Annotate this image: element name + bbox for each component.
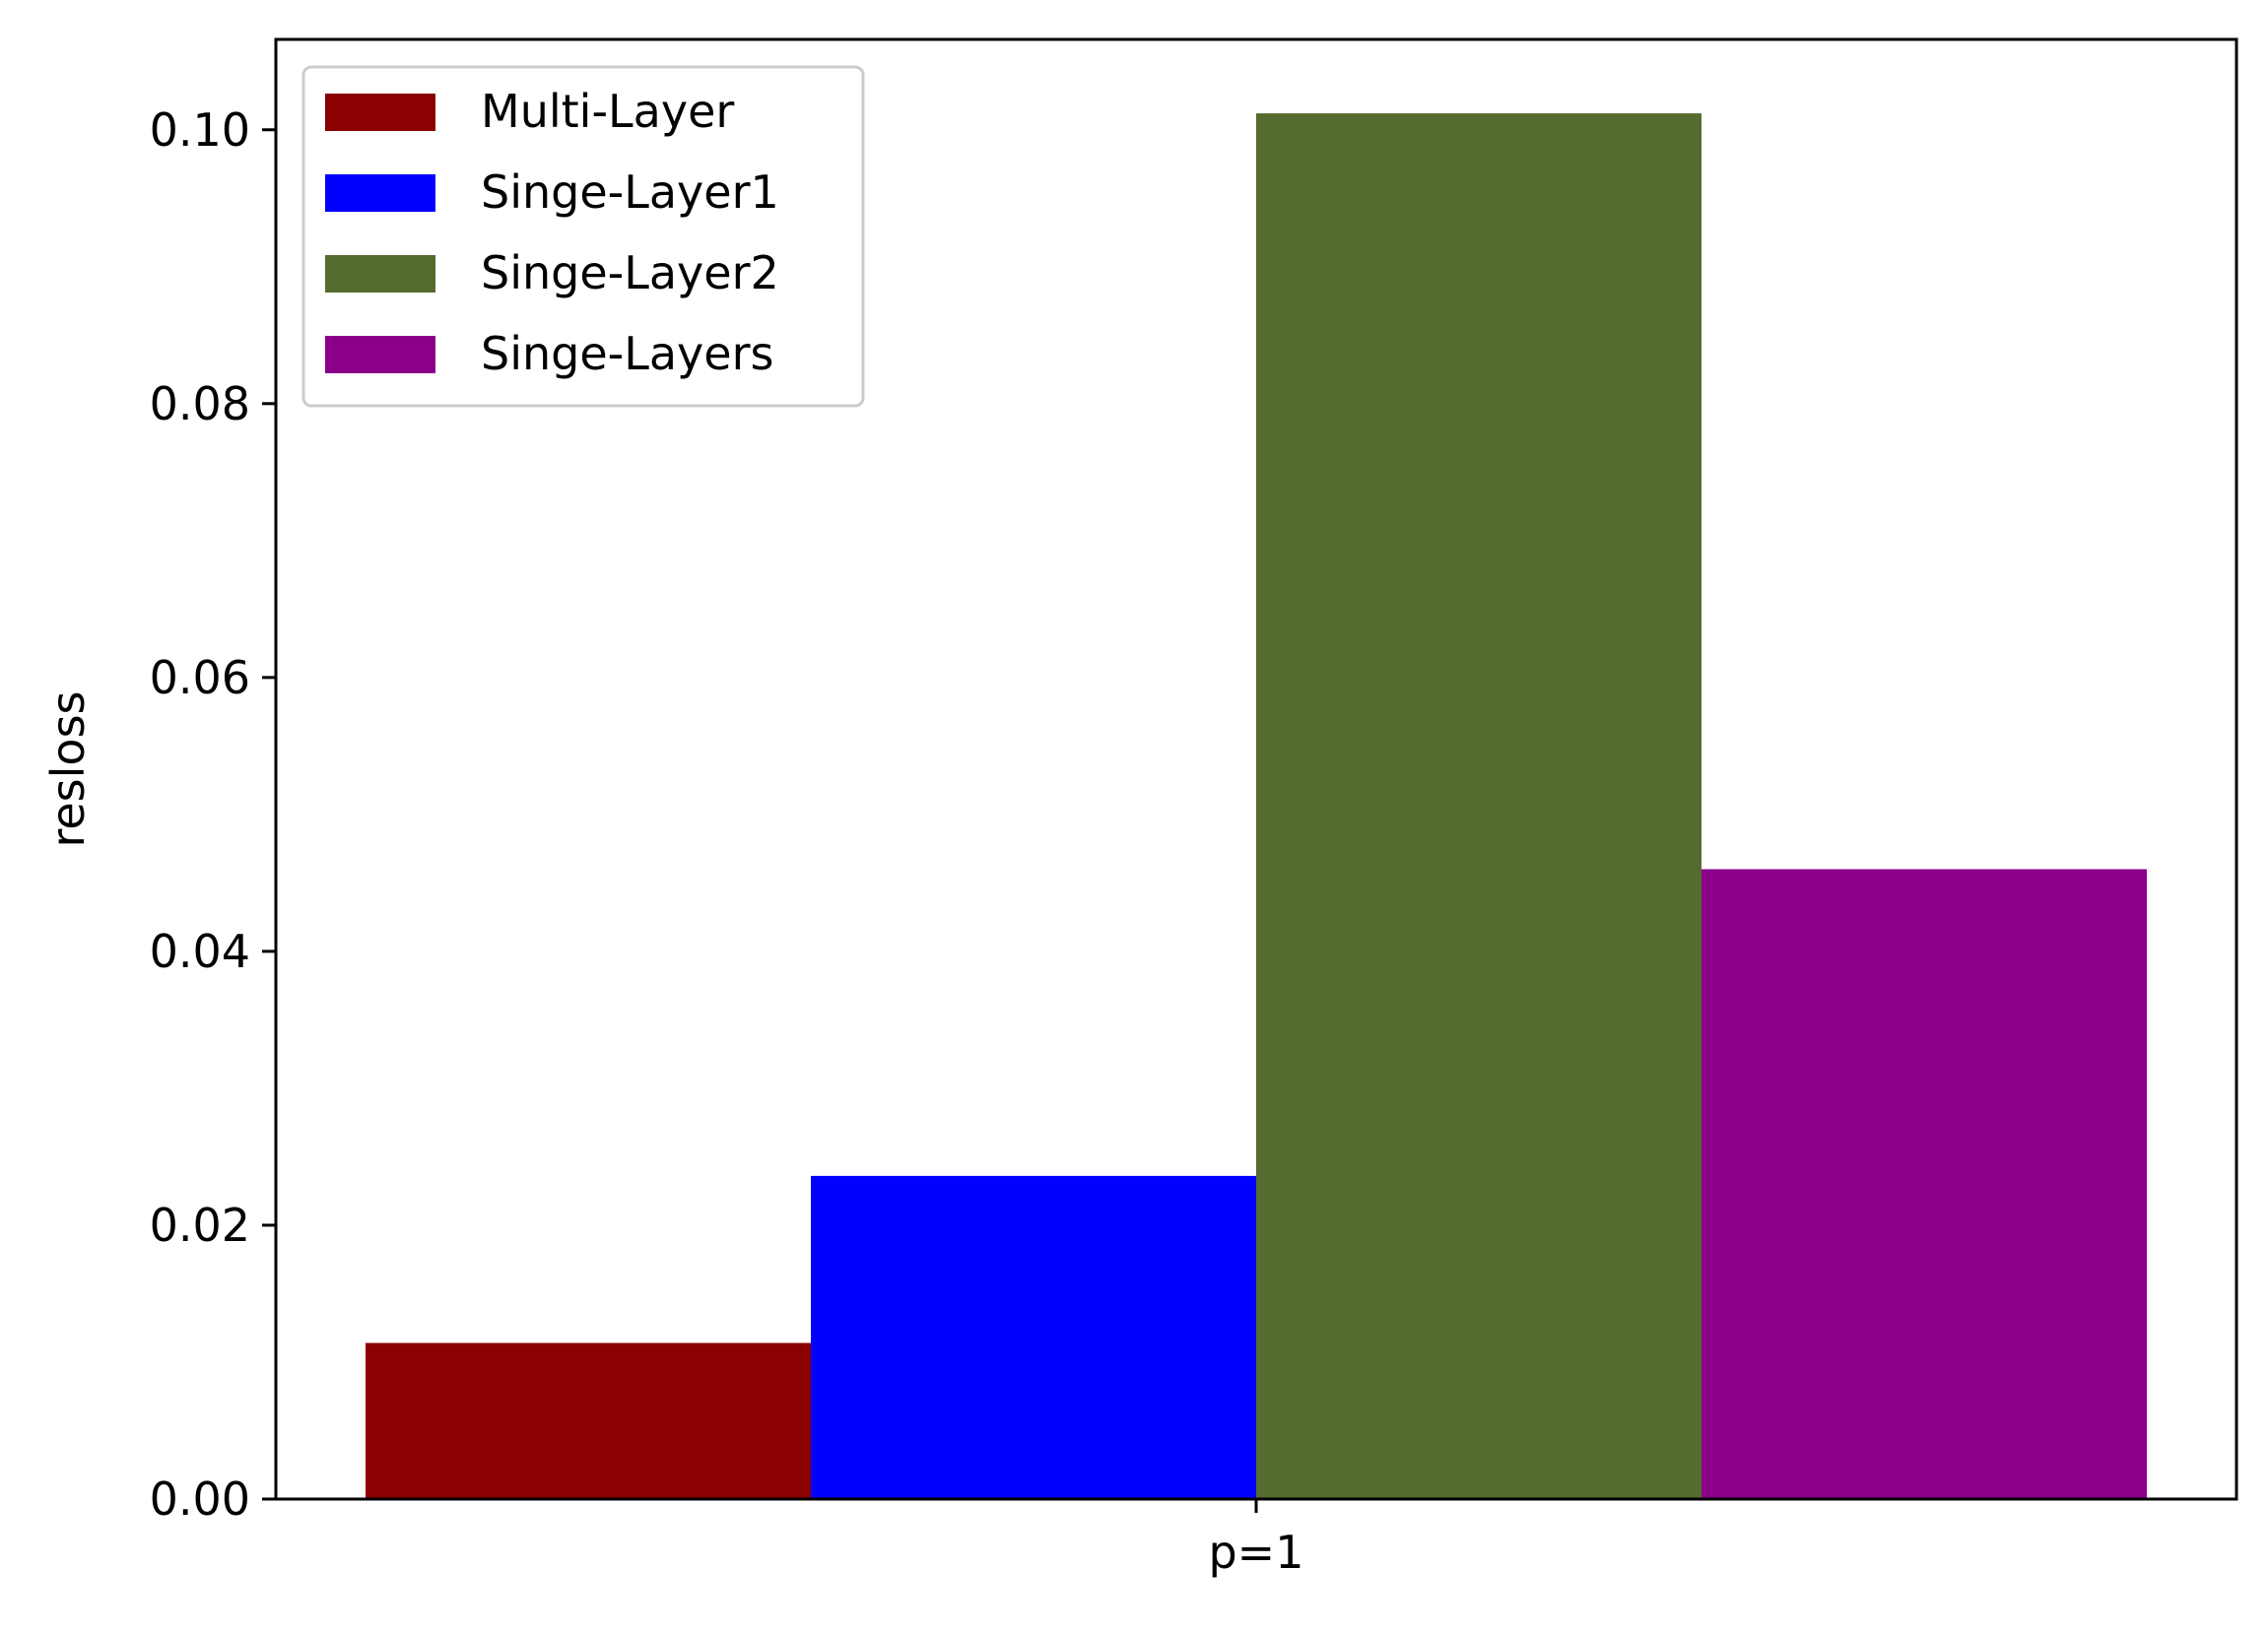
y-tick-label: 0.02 [150, 1199, 250, 1252]
legend-label: Multi-Layer [481, 85, 734, 138]
bar-singe-layers [1701, 869, 2147, 1499]
legend-swatch [325, 336, 435, 373]
x-tick-label: p=1 [1208, 1526, 1303, 1579]
legend-swatch [325, 255, 435, 293]
y-tick-label: 0.06 [150, 651, 250, 704]
bars-layer [366, 113, 2147, 1500]
y-axis: 0.00 0.02 0.04 0.06 0.08 0.10 [150, 103, 276, 1526]
legend-label: Singe-Layer1 [481, 165, 779, 219]
legend-label: Singe-Layer2 [481, 246, 779, 299]
legend-swatch [325, 174, 435, 212]
bar-singe-layer2 [1256, 113, 1701, 1500]
legend-swatch [325, 94, 435, 131]
y-tick-label: 0.10 [150, 103, 250, 157]
legend: Multi-Layer Singe-Layer1 Singe-Layer2 Singe… [301, 65, 865, 408]
y-tick-label: 0.04 [150, 925, 250, 978]
x-axis: p=1 [1208, 1499, 1304, 1579]
y-tick-label: 0.08 [150, 377, 250, 430]
bar-singe-layer1 [811, 1175, 1256, 1499]
y-axis-label: resloss [41, 690, 95, 847]
legend-box [301, 65, 865, 408]
y-tick-label: 0.00 [150, 1472, 250, 1526]
bar-multi-layer [366, 1342, 811, 1499]
legend-label: Singe-Layers [481, 327, 773, 380]
